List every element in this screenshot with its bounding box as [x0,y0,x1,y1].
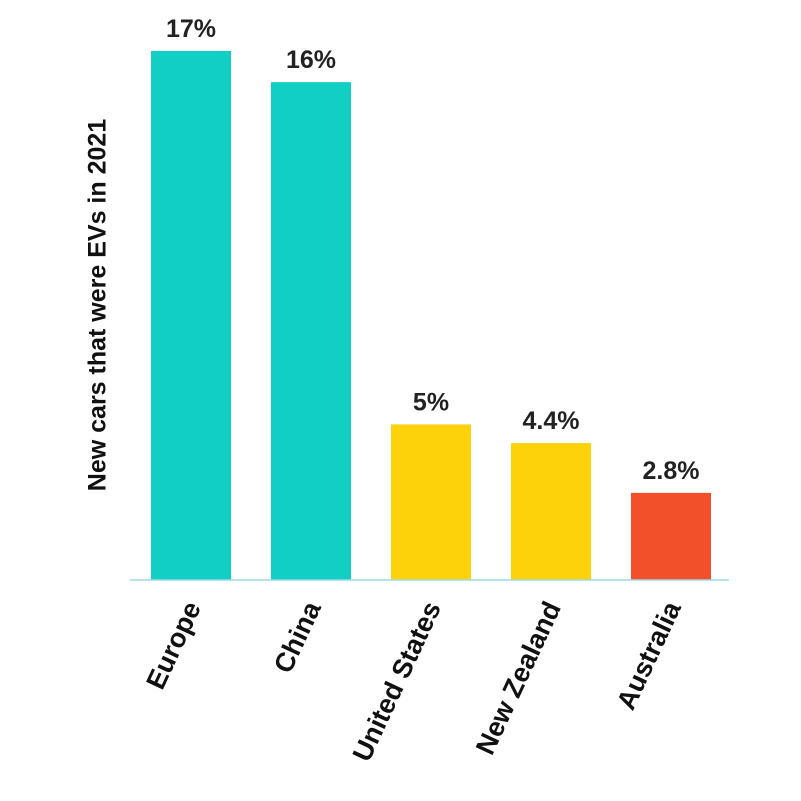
value-label-united-states: 5% [413,388,449,416]
bar-new-zealand [511,443,591,580]
bars-layer: 17% 16% 5% 4.4% 2.8% [151,15,711,580]
value-label-china: 16% [286,46,336,74]
value-label-new-zealand: 4.4% [523,407,580,435]
x-tick-label-europe: Europe [140,597,206,694]
value-label-australia: 2.8% [643,457,700,485]
bar-australia [631,492,711,580]
x-tick-label-new-zealand: New Zealand [470,597,567,759]
bar-china [271,82,351,580]
x-tick-labels: Europe China United States New Zealand Austr… [140,596,687,766]
y-axis-label: New cars that were EVs in 2021 [84,119,112,492]
x-tick-label-united-states: United States [347,597,447,766]
value-label-europe: 17% [166,15,216,43]
x-tick-label-china: China [268,596,327,678]
bar-united-states [391,424,471,580]
bar-europe [151,51,231,580]
x-tick-label-australia: Australia [611,596,687,714]
